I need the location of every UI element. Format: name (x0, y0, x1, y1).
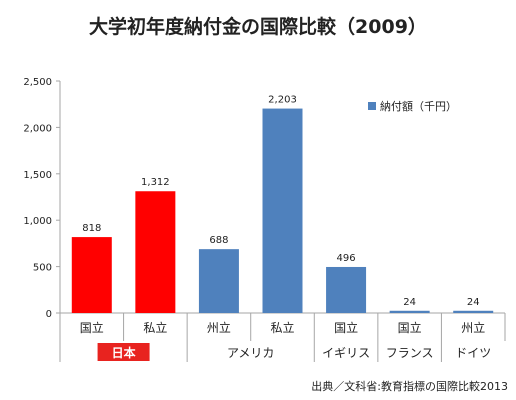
category-label-4: 国立 (334, 320, 358, 335)
category-label-2: 州立 (207, 320, 231, 335)
plot-area: 0 500 1,000 1,500 2,000 2,500 日本 アメリカ イギリス フランス ドイ… (23, 77, 506, 362)
data-label-6: 24 (467, 297, 480, 308)
source-note: 出典／文科省:教育指標の国際比較2013 (311, 379, 508, 393)
y-tick-label: 1,500 (23, 170, 52, 181)
bar-6 (453, 310, 494, 313)
bar-4 (326, 266, 367, 313)
category-label-6: 州立 (461, 320, 485, 335)
data-label-3: 2,203 (268, 95, 297, 106)
chart-title: 大学初年度納付金の国際比較（2009） (89, 15, 427, 38)
bar-2 (198, 249, 239, 313)
data-label-0: 818 (82, 223, 101, 234)
y-tick-label: 2,000 (23, 123, 52, 134)
y-tick-label: 2,500 (23, 77, 52, 88)
bar-3 (262, 108, 303, 313)
legend-label: 納付額（千円） (380, 100, 457, 113)
legend-swatch (368, 102, 376, 110)
group-label-3: フランス (386, 346, 434, 360)
category-label-1: 私立 (143, 320, 167, 335)
category-label-0: 国立 (80, 320, 104, 335)
data-label-5: 24 (403, 297, 416, 308)
group-label-0: 日本 (112, 345, 136, 360)
data-label-2: 688 (209, 235, 228, 246)
data-label-4: 496 (337, 253, 356, 264)
group-label-4: ドイツ (455, 346, 491, 360)
y-tick-label: 500 (33, 263, 52, 274)
category-label-5: 国立 (398, 320, 422, 335)
y-tick-label: 0 (46, 309, 52, 320)
group-label-1: アメリカ (227, 346, 274, 360)
japan-badge (97, 343, 150, 361)
group-label-2: イギリス (322, 346, 370, 360)
bar-1 (135, 191, 176, 313)
y-tick-label: 1,000 (23, 216, 52, 227)
bar-5 (389, 310, 430, 313)
category-label-3: 私立 (270, 320, 294, 335)
data-label-1: 1,312 (141, 177, 170, 188)
bar-0 (71, 237, 112, 313)
legend: 納付額（千円） (368, 100, 457, 113)
